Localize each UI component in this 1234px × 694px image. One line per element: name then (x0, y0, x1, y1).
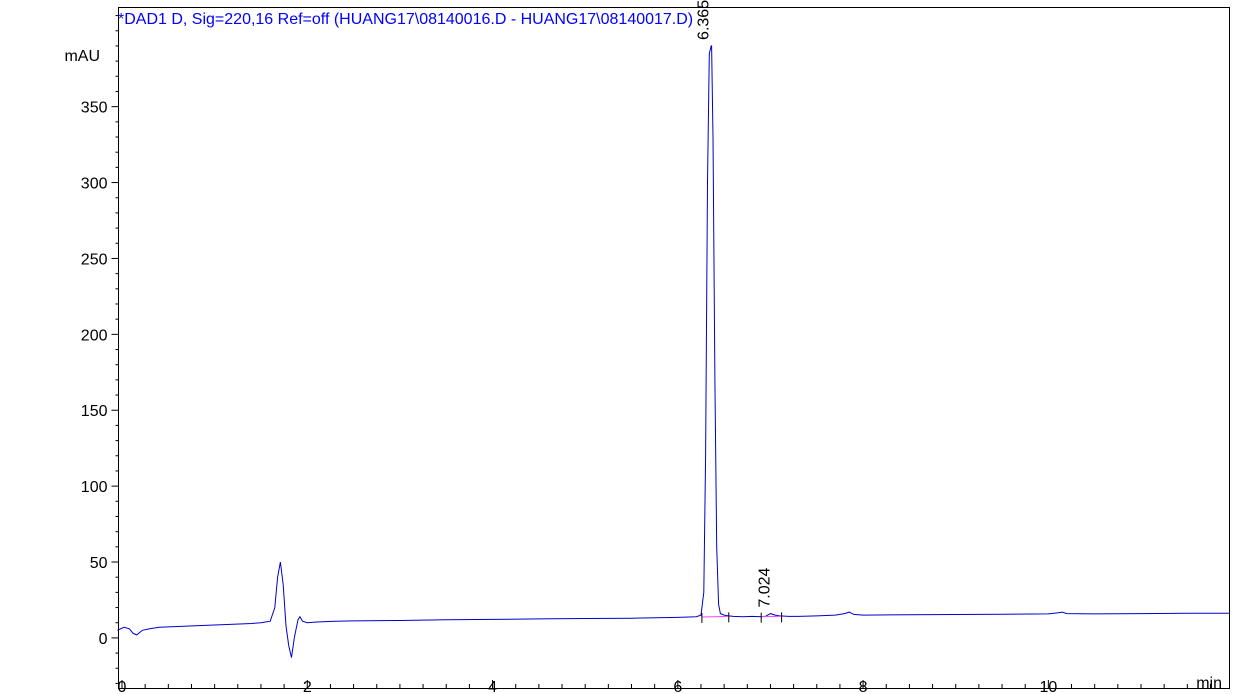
y-tick-label: 100 (81, 479, 108, 496)
peak-label: 6.365 (696, 0, 713, 40)
y-tick-label: 150 (81, 403, 108, 420)
y-tick-label: 300 (81, 176, 108, 193)
x-tick-label: 2 (303, 679, 312, 694)
y-tick-label: 250 (81, 251, 108, 268)
axis-ticks (111, 15, 1211, 688)
x-tick-label: 10 (1039, 679, 1057, 694)
y-tick-label: 0 (99, 631, 108, 648)
x-tick-label: 6 (673, 679, 682, 694)
x-tick-label: 4 (488, 679, 497, 694)
plot-frame (118, 7, 1230, 689)
chart-title: *DAD1 D, Sig=220,16 Ref=off (HUANG17\081… (118, 11, 693, 28)
x-tick-label: 0 (118, 679, 127, 694)
y-axis-label: mAU (64, 48, 100, 65)
tick-labels: 0 50 100 150 200 250 300 350 0 2 4 6 8 10 (81, 100, 1058, 694)
y-tick-label: 50 (90, 555, 108, 572)
x-axis-label: min (1196, 675, 1222, 692)
peak-labels: 6.365 7.024 (696, 0, 774, 608)
y-tick-label: 350 (81, 100, 108, 117)
signal-traces (117, 45, 1230, 658)
peak-label: 7.024 (757, 567, 774, 607)
integration-baselines (701, 612, 783, 623)
signal-trace (117, 45, 1230, 658)
x-tick-label: 8 (859, 679, 868, 694)
integration-baseline (701, 615, 729, 618)
y-tick-label: 200 (81, 327, 108, 344)
